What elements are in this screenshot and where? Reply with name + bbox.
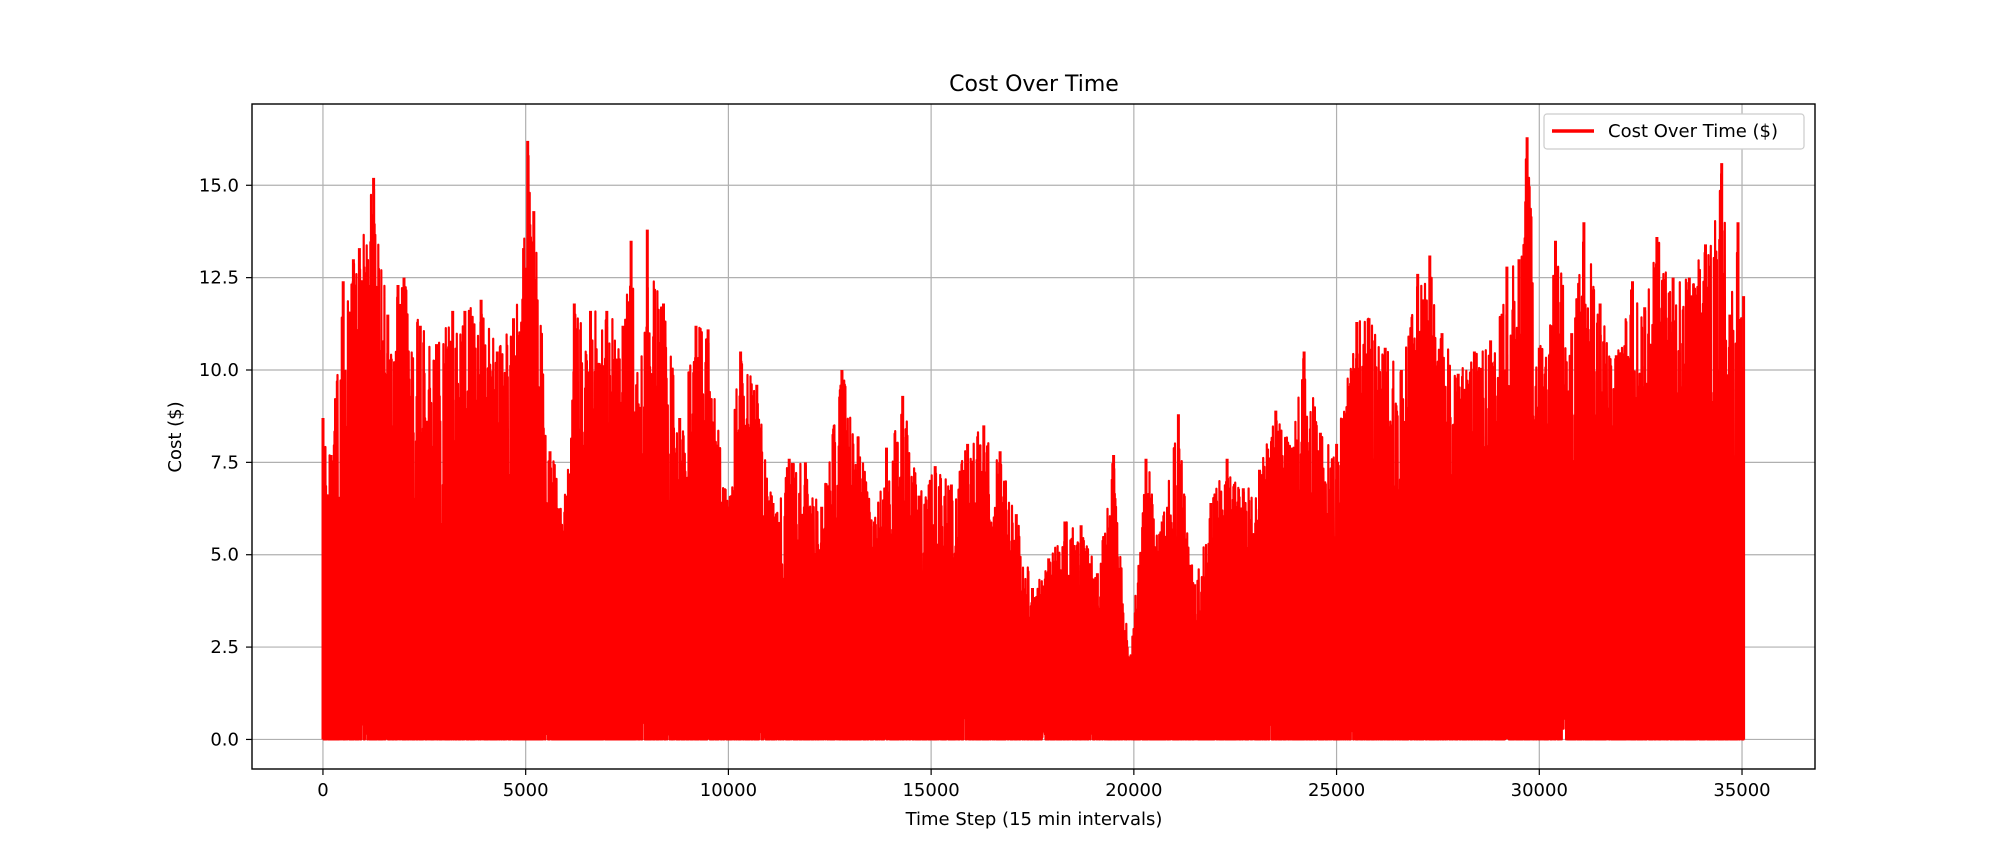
plot-frame [251, 103, 1816, 770]
x-axis-title: Time Step (15 min intervals) [905, 809, 1163, 830]
cost-peaks [321, 137, 1746, 740]
series-cost-over-time [321, 137, 1746, 741]
x-tick-label: 20000 [1105, 780, 1162, 801]
y-tick-label: 0.0 [210, 729, 239, 750]
x-axis: 0 5000 10000 15000 20000 25000 30000 35000 [317, 769, 1771, 801]
y-tick-label: 12.5 [199, 268, 239, 289]
x-tick-label: 15000 [902, 780, 959, 801]
x-tick-label: 30000 [1511, 780, 1568, 801]
x-tick-label: 10000 [700, 780, 757, 801]
legend-label: Cost Over Time ($) [1608, 121, 1778, 142]
x-tick-label: 25000 [1308, 780, 1365, 801]
x-tick-label: 35000 [1713, 780, 1770, 801]
legend-box [1543, 113, 1805, 150]
x-tick-label: 5000 [503, 780, 549, 801]
y-tick-label: 15.0 [199, 175, 239, 196]
chart-title: Cost Over Time [949, 72, 1119, 97]
y-tick-label: 5.0 [210, 545, 239, 566]
legend: Cost Over Time ($) [1543, 113, 1805, 150]
y-tick-label: 10.0 [199, 360, 239, 381]
y-axis: 0.0 2.5 5.0 7.5 10.0 12.5 15.0 [199, 175, 252, 750]
x-tick-label: 0 [317, 780, 328, 801]
y-axis-title: Cost ($) [165, 401, 186, 472]
y-tick-label: 2.5 [210, 637, 239, 658]
y-tick-label: 7.5 [210, 452, 239, 473]
